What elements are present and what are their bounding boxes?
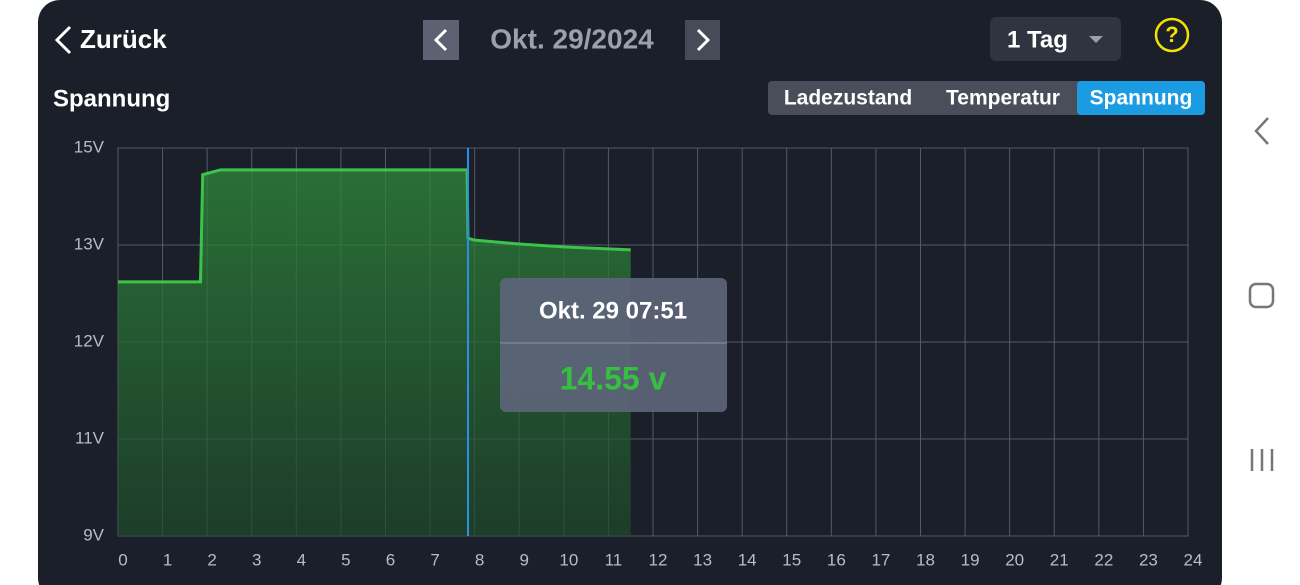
x-tick-label: 1 [163, 550, 172, 569]
x-tick-label: 24 [1184, 550, 1203, 569]
next-day[interactable] [685, 20, 720, 60]
tooltip-box [500, 278, 727, 412]
section-title: Spannung [53, 85, 170, 112]
range-label: 1 Tag [1007, 26, 1068, 53]
x-tick-label: 18 [916, 550, 935, 569]
x-tick-label: 0 [118, 550, 127, 569]
x-tick-label: 10 [559, 550, 578, 569]
tooltip: Okt. 29 07:51 14.55 v [500, 278, 727, 412]
prev-chevron [433, 28, 448, 52]
x-tick-label: 8 [475, 550, 484, 569]
x-tick-label: 5 [341, 550, 350, 569]
x-tick-label: 3 [252, 550, 261, 569]
back-chevron [54, 25, 72, 55]
prev-day[interactable] [423, 20, 459, 60]
y-tick-label: 9V [83, 525, 104, 544]
x-tick-label: 11 [605, 550, 623, 569]
y-tick-label: 12V [74, 331, 105, 350]
back-button[interactable]: Zurück [54, 24, 167, 55]
x-tick-label: 12 [649, 550, 668, 569]
x-tick-label: 6 [386, 550, 395, 569]
dropdown-box [990, 17, 1121, 61]
nav-back[interactable] [1254, 117, 1269, 145]
nav-recents[interactable] [1250, 449, 1274, 471]
help-icon: ? [1165, 22, 1178, 47]
help-button[interactable]: ? [1154, 17, 1190, 53]
tab[interactable]: Temperatur [946, 87, 1060, 110]
y-tick-label: 11V [75, 428, 105, 447]
next-button [685, 20, 720, 60]
range-dropdown[interactable]: 1 Tag [990, 17, 1121, 61]
x-tick-label: 19 [961, 550, 980, 569]
tab[interactable]: Spannung [1090, 87, 1193, 110]
tooltip-value: 14.55 v [560, 360, 667, 396]
nav-bar [1222, 0, 1300, 585]
y-tick-label: 13V [74, 234, 105, 253]
x-tick-label: 17 [871, 550, 890, 569]
x-tick-label: 16 [827, 550, 846, 569]
x-tick-label: 23 [1139, 550, 1158, 569]
area-fill [118, 169, 631, 536]
back-label: Zurück [80, 24, 167, 54]
tab[interactable]: Ladezustand [784, 87, 912, 110]
nav-home[interactable] [1248, 282, 1275, 309]
date-label: Okt. 29/2024 [490, 23, 654, 54]
tooltip-title: Okt. 29 07:51 [539, 297, 687, 324]
x-tick-label: 15 [782, 550, 801, 569]
x-tick-label: 20 [1005, 550, 1024, 569]
x-tick-label: 14 [738, 550, 757, 569]
help-circle [1154, 17, 1190, 53]
x-tick-label: 7 [430, 550, 439, 569]
y-tick-label: 15V [74, 137, 105, 156]
dropdown-arrow [1089, 36, 1103, 43]
x-tick-label: 4 [297, 550, 306, 569]
x-tick-label: 21 [1050, 550, 1069, 569]
next-chevron [696, 28, 711, 52]
prev-button [423, 20, 459, 60]
x-tick-label: 22 [1094, 550, 1113, 569]
x-tick-label: 2 [207, 550, 216, 569]
x-tick-label: 9 [520, 550, 529, 569]
tab-active-bg [1077, 81, 1205, 115]
x-tick-label: 13 [693, 550, 712, 569]
